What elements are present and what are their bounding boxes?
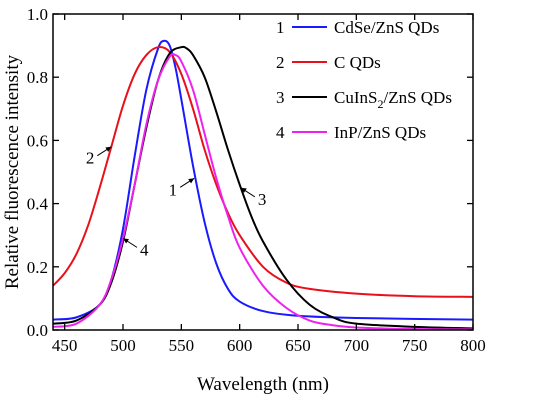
ticks-layer: 450 500 550 600 650 700 750 800 0.0 0.2 0.4 0.6 0.8 1… xyxy=(27,5,486,355)
legend-label-4: InP/ZnS QDs xyxy=(334,123,426,142)
y-tick-label: 0.2 xyxy=(27,258,48,277)
y-tick-label: 0.6 xyxy=(27,131,48,150)
plot-frame xyxy=(52,13,474,331)
series-line-2 xyxy=(53,46,473,298)
legend-number-4: 4 xyxy=(276,123,285,142)
annotation-label-4: 4 xyxy=(140,240,149,259)
y-axis-title: Relative fluorescence intensity xyxy=(2,54,23,289)
legend-number-1: 1 xyxy=(276,18,285,37)
legend-number-2: 2 xyxy=(276,53,285,72)
x-tick-label: 800 xyxy=(460,336,486,355)
legend-label-3-rest: /ZnS QDs xyxy=(383,88,451,107)
x-axis-title: Wavelength (nm) xyxy=(197,374,329,395)
y-tick-label: 0.0 xyxy=(27,321,48,340)
legend-entry-2: 2 C QDs xyxy=(276,53,381,72)
annotation-arrowhead-4 xyxy=(123,238,129,244)
legend-label-1: CdSe/ZnS QDs xyxy=(334,18,439,37)
legend-label-3-main: CuInS xyxy=(334,88,377,107)
y-tick-label: 0.8 xyxy=(27,68,48,87)
x-tick-label: 600 xyxy=(227,336,253,355)
legend-entry-4: 4 InP/ZnS QDs xyxy=(276,123,426,142)
series-line-1 xyxy=(53,39,473,321)
series-layer xyxy=(53,39,473,330)
x-tick-label: 550 xyxy=(169,336,195,355)
x-tick-label: 500 xyxy=(110,336,136,355)
annotation-arrowhead-1 xyxy=(188,178,195,184)
legend-label-3: CuInS2/ZnS QDs xyxy=(334,88,452,111)
legend: 1 CdSe/ZnS QDs 2 C QDs 3 CuInS2/ZnS QDs … xyxy=(276,18,452,142)
legend-entry-1: 1 CdSe/ZnS QDs xyxy=(276,18,439,37)
legend-label-3-subscript: 2 xyxy=(377,97,383,111)
legend-label-2: C QDs xyxy=(334,53,381,72)
annotation-layer: 1 2 3 4 xyxy=(86,146,267,259)
y-tick-label: 1.0 xyxy=(27,5,48,24)
annotation-arrowhead-3 xyxy=(240,187,247,193)
x-tick-label: 650 xyxy=(285,336,311,355)
annotation-arrowhead-2 xyxy=(105,146,112,152)
legend-number-3: 3 xyxy=(276,88,285,107)
annotation-label-3: 3 xyxy=(258,190,267,209)
y-tick-label: 0.4 xyxy=(27,195,49,214)
legend-entry-3: 3 CuInS2/ZnS QDs xyxy=(276,88,452,111)
series-line-4 xyxy=(53,53,473,330)
annotation-label-2: 2 xyxy=(86,149,95,168)
x-tick-label: 700 xyxy=(344,336,370,355)
x-tick-label: 750 xyxy=(402,336,428,355)
annotation-label-1: 1 xyxy=(169,180,178,199)
x-tick-label: 450 xyxy=(52,336,78,355)
